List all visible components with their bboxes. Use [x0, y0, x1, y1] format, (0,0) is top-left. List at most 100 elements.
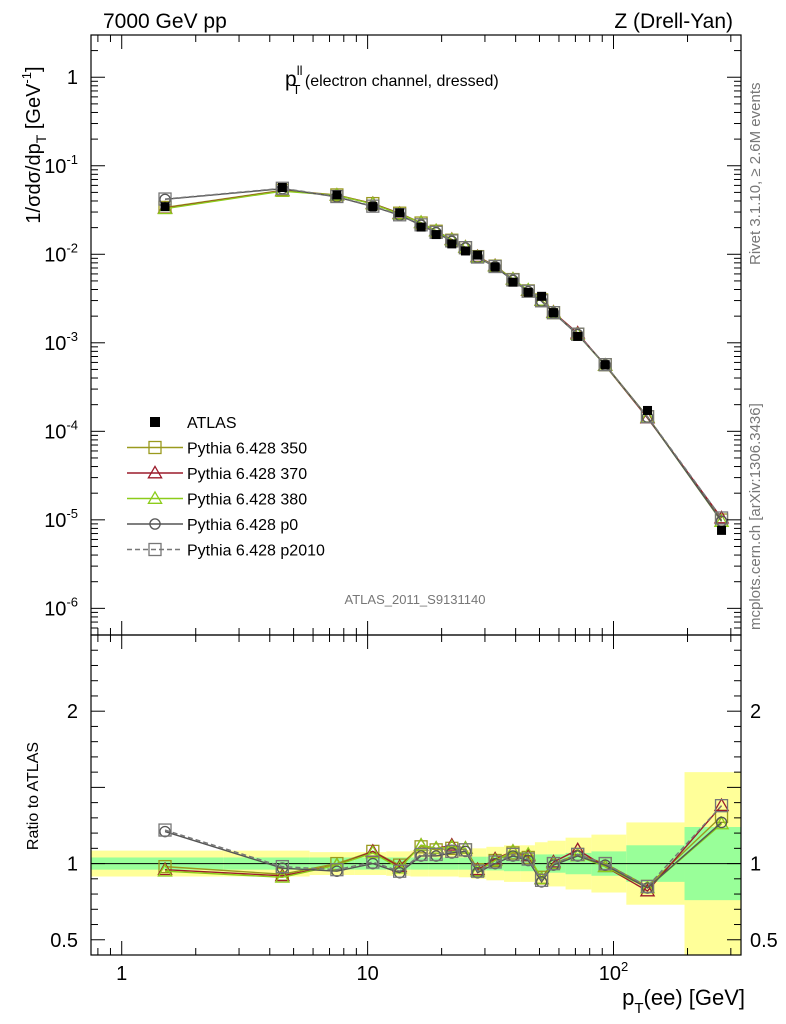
series-point-top — [521, 284, 535, 298]
main-panel — [157, 181, 730, 535]
legend-label: Pythia 6.428 370 — [187, 466, 307, 483]
atlas-data-point — [447, 239, 457, 249]
series-point-ratio — [640, 879, 655, 894]
series-point-ratio — [330, 863, 344, 877]
y-tick-label: 10-3 — [44, 329, 78, 355]
atlas-data-point — [717, 525, 727, 535]
mcplots-label: mcplots.cern.ch [arXiv:1306.3436] — [747, 403, 764, 630]
series-point-ratio — [470, 864, 485, 878]
ratio-frame — [90, 634, 742, 956]
header-right: Z (Drell-Yan) — [614, 10, 733, 33]
ratio-y-tick-label: 0.5 — [50, 930, 78, 952]
series-point-ratio — [414, 847, 428, 862]
legend-label: Pythia 6.428 p0 — [187, 517, 298, 534]
ratio-y-axis-label: Ratio to ATLAS — [25, 742, 42, 850]
atlas-data-point — [537, 291, 547, 301]
series-point-ratio — [488, 855, 502, 869]
series-point-ratio — [445, 844, 459, 859]
legend-marker — [149, 518, 161, 530]
series-point-top — [366, 199, 380, 213]
series-point-ratio — [458, 843, 473, 857]
atlas-data-point — [548, 308, 558, 318]
y-tick-label: 10-6 — [44, 594, 78, 620]
series-point-ratio — [157, 863, 173, 877]
series-point-ratio — [413, 837, 429, 851]
legend-label: Pythia 6.428 350 — [187, 441, 307, 458]
atlas-data-point — [473, 250, 483, 260]
atlas-data-point — [416, 222, 426, 232]
x-tick-label: 10 — [356, 963, 378, 985]
series-point-ratio — [713, 816, 730, 830]
atlas-data-point — [277, 182, 287, 192]
series-point-ratio — [158, 823, 172, 837]
series-point-ratio — [506, 847, 520, 862]
x-axis-label: pT(ee) [GeV] — [622, 985, 745, 1017]
atlas-data-point — [523, 287, 533, 297]
ratio-y-tick-label-right: 0.5 — [750, 930, 778, 952]
legend-marker — [148, 440, 162, 455]
analysis-id: ATLAS_2011_S9131140 — [345, 592, 486, 607]
plot-title: pll T (electron channel, dressed) — [285, 63, 499, 97]
series-point-ratio — [714, 799, 729, 813]
ratio-y-tick-label-right: 1 — [750, 854, 761, 876]
atlas-data-point — [573, 331, 583, 341]
top-y-axis-label: 1/σdσ/dpT [GeV-1] — [19, 66, 49, 223]
series-point-ratio — [444, 837, 460, 851]
series-point-ratio — [598, 856, 612, 871]
atlas-data-point — [332, 190, 342, 200]
series-point-top — [488, 259, 502, 274]
legend-marker — [147, 465, 163, 479]
legend-label: Pythia 6.428 380 — [187, 492, 307, 509]
series-point-top — [275, 181, 289, 195]
y-tick-label: 10-5 — [44, 506, 78, 532]
y-tick-label: 1 — [67, 67, 78, 89]
series-point-top — [598, 358, 612, 372]
series-point-ratio — [365, 845, 381, 859]
y-tick-label: 10-1 — [44, 152, 78, 178]
atlas-data-point — [395, 208, 405, 218]
ratio-panel — [157, 797, 730, 897]
atlas-data-point — [368, 202, 378, 212]
legend-label: Pythia 6.428 p2010 — [187, 543, 325, 560]
y-tick-label: 10-4 — [44, 417, 78, 443]
legend: ATLAS Pythia 6.428 350 Pythia 6.428 370 Pyt… — [127, 415, 325, 560]
series-line-ratio — [164, 805, 723, 888]
series-point-ratio — [713, 797, 730, 812]
atlas-data-point — [643, 405, 653, 415]
series-point-ratio — [366, 855, 380, 869]
series-point-top — [714, 511, 729, 525]
header-left: 7000 GeV pp — [103, 10, 227, 33]
ratio-y-tick-label: 2 — [67, 701, 78, 723]
ratio-y-tick-label-right: 2 — [750, 701, 761, 723]
series-point-ratio — [275, 859, 289, 874]
series-point-ratio — [546, 856, 561, 871]
rivet-label: Rivet 3.1.10, ≥ 2.6M events — [747, 83, 764, 266]
atlas-data-point — [490, 262, 500, 272]
series-point-top — [546, 306, 561, 320]
series-point-ratio — [274, 867, 291, 882]
series-point-ratio — [158, 859, 172, 874]
atlas-data-point — [160, 202, 170, 212]
legend-marker — [147, 490, 163, 504]
series-point-ratio — [429, 847, 443, 862]
atlas-data-point — [508, 277, 518, 287]
series-point-ratio — [534, 873, 549, 887]
legend-marker — [150, 417, 160, 427]
atlas-data-point — [600, 360, 610, 370]
atlas-data-point — [431, 230, 441, 240]
y-tick-label: 10-2 — [44, 240, 78, 266]
series-line-ratio — [164, 821, 722, 889]
series-point-ratio — [157, 861, 173, 876]
ratio-y-tick-label: 1 — [67, 854, 78, 876]
x-tick-label: 1 — [116, 963, 127, 985]
series-point-ratio — [571, 847, 585, 862]
series-point-ratio — [393, 864, 407, 878]
ratio-uncertainty-bands — [91, 772, 741, 955]
series-point-ratio — [428, 840, 444, 854]
atlas-data-point — [460, 246, 470, 256]
x-tick-label: 102 — [599, 959, 628, 985]
axes-frames: 1 10 102 1 10-1 10-2 10-3 10-4 10-5 10-6 0.5 0.5 1 1 2… — [44, 34, 778, 985]
legend-label: ATLAS — [187, 415, 237, 432]
legend-marker — [148, 542, 162, 557]
